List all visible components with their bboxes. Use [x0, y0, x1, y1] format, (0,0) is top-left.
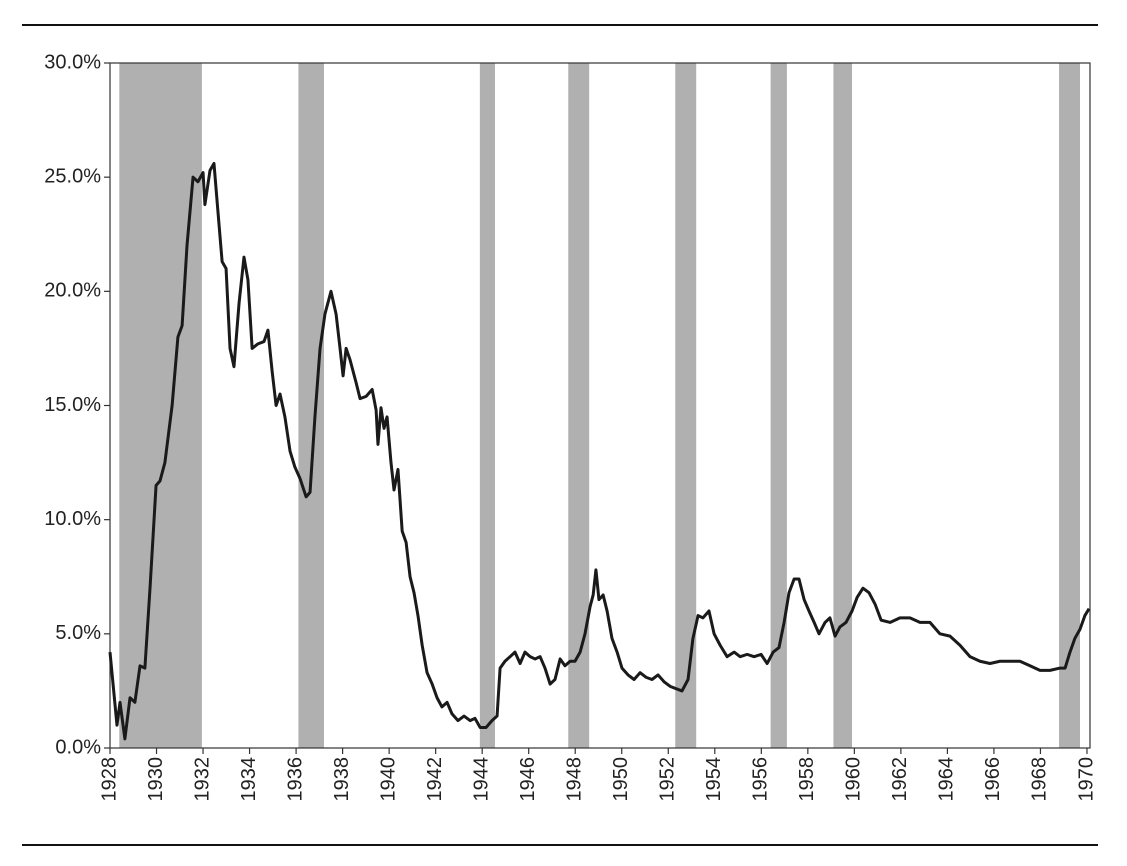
x-tick-label: 1950: [610, 757, 632, 802]
x-tick-label: 1966: [982, 757, 1004, 802]
x-tick-label: 1938: [331, 757, 353, 802]
plot-layer: [108, 161, 1091, 741]
shading-layer: [119, 63, 1080, 748]
x-tick-label: 1946: [517, 757, 539, 802]
x-tick-label: 1934: [238, 757, 260, 802]
x-tick-label: 1930: [145, 757, 167, 802]
x-tick-label: 1944: [470, 757, 492, 802]
y-tick-label: 10.0%: [44, 508, 101, 530]
recession-band: [675, 63, 697, 748]
y-tick-label: 0.0%: [55, 736, 101, 758]
x-tick-label: 1948: [564, 757, 586, 802]
x-tick-label: 1968: [1029, 757, 1051, 802]
y-tick-label: 15.0%: [44, 394, 101, 416]
y-tick-label: 5.0%: [55, 622, 101, 644]
x-tick-label: 1954: [703, 757, 725, 802]
x-tick-label: 1956: [750, 757, 772, 802]
y-tick-label: 25.0%: [44, 165, 101, 187]
x-tick-label: 1932: [191, 757, 213, 802]
x-tick-label: 1952: [657, 757, 679, 802]
x-tick-label: 1940: [377, 757, 399, 802]
x-tick-label: 1936: [284, 757, 306, 802]
x-tick-label: 1964: [936, 757, 958, 802]
y-tick-label: 30.0%: [44, 51, 101, 73]
x-tick-label: 1928: [98, 757, 120, 802]
recession-band: [119, 63, 202, 748]
x-tick-label: 1970: [1075, 757, 1097, 802]
recession-band: [833, 63, 853, 748]
recession-band: [568, 63, 590, 748]
x-tick-label: 1962: [889, 757, 911, 802]
recession-band: [298, 63, 325, 748]
recession-band: [770, 63, 787, 748]
y-tick-label: 20.0%: [44, 280, 101, 302]
x-tick-label: 1958: [796, 757, 818, 802]
x-tick-label: 1942: [424, 757, 446, 802]
unemployment-line: [108, 161, 1091, 741]
plot-frame: [109, 62, 1091, 749]
x-tick-label: 1960: [843, 757, 865, 802]
recession-band: [1059, 63, 1080, 748]
recession-band: [479, 63, 495, 748]
axes-layer: 0.0% 5.0% 10.0% 15.0% 20.0% 25.0% 30.0% 1928 193…: [44, 51, 1097, 801]
